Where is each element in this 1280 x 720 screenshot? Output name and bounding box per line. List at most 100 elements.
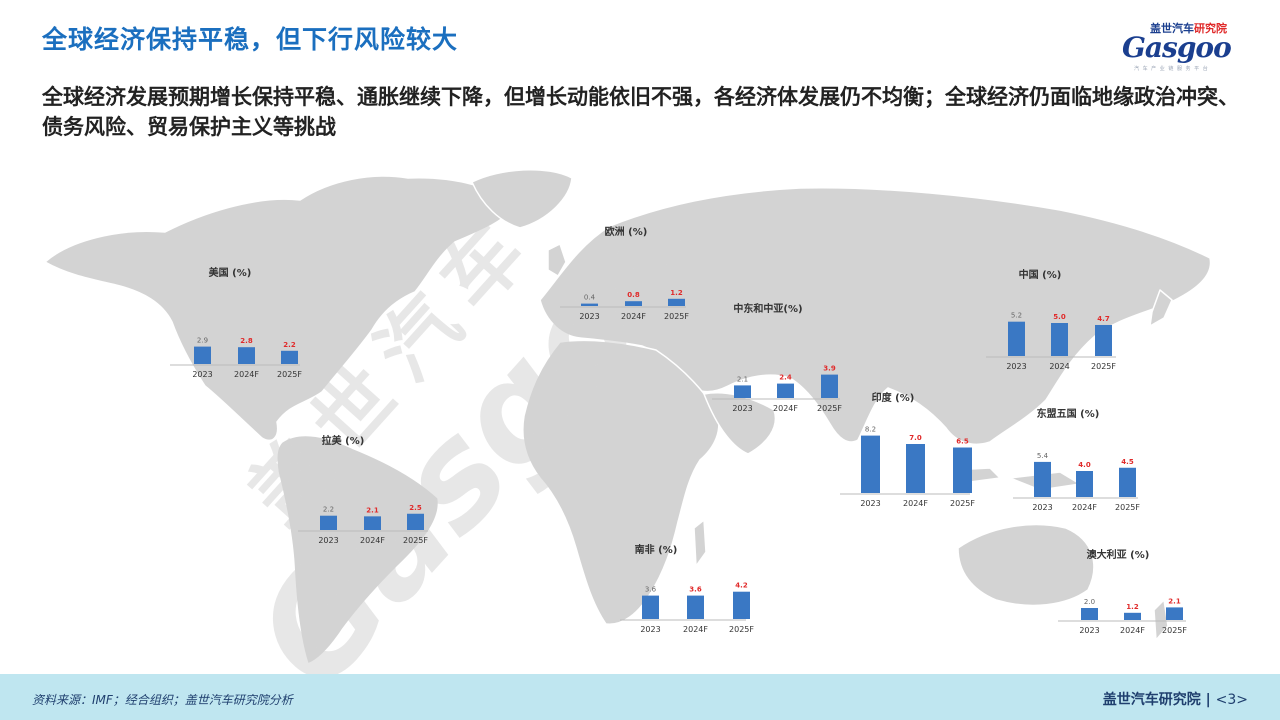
tick-label: 2024F (773, 404, 798, 413)
chart-title: 印度 (%) (872, 391, 915, 404)
data-label: 0.8 (627, 291, 640, 299)
data-label: 1.2 (670, 289, 683, 297)
chart-title: 中东和中亚(%) (733, 302, 802, 315)
bar (1051, 323, 1068, 356)
data-label: 2.1 (366, 506, 379, 514)
page-title: 全球经济保持平稳，但下行风险较大 (42, 25, 459, 54)
tick-label: 2023 (732, 404, 752, 413)
chart-title: 欧洲 (%) (605, 225, 648, 238)
data-label: 2.0 (1084, 598, 1095, 606)
new-zealand-landmass (1153, 599, 1169, 641)
world-map (44, 168, 1212, 665)
bar (821, 374, 838, 398)
bar (687, 595, 704, 619)
tick-label: 2025F (403, 536, 428, 545)
africa-landmass (522, 339, 720, 625)
tick-label: 2024F (903, 499, 928, 508)
bar (734, 385, 751, 398)
data-label: 3.6 (689, 586, 702, 594)
bar (364, 516, 381, 530)
bar (953, 447, 972, 493)
chart-title: 东盟五国 (%) (1037, 407, 1100, 420)
tick-label: 2025F (729, 625, 754, 634)
tick-label: 2023 (579, 312, 599, 321)
data-label: 4.2 (735, 582, 748, 590)
chart-title: 美国 (%) (209, 266, 252, 279)
bar (281, 350, 298, 364)
chart-title: 澳大利亚 (%) (1087, 548, 1150, 561)
tick-label: 2023 (1006, 362, 1026, 371)
uk-landmass (547, 243, 567, 277)
data-label: 2.2 (283, 341, 296, 349)
tick-label: 2023 (192, 370, 212, 379)
bar (238, 347, 255, 364)
madagascar-landmass (693, 519, 707, 567)
bar (1095, 324, 1112, 356)
logo-tagline: 汽 车 产 业 链 服 务 平 台 (1134, 66, 1209, 72)
bar (1166, 607, 1183, 620)
bar (625, 301, 642, 306)
bar (777, 383, 794, 398)
tick-label: 2024F (234, 370, 259, 379)
data-label: 1.2 (1126, 603, 1139, 611)
data-label: 6.5 (956, 438, 969, 446)
data-label: 4.7 (1097, 315, 1110, 323)
bar (668, 298, 685, 306)
bar (906, 444, 925, 493)
page-number: 盖世汽车研究院 | <3> (1102, 692, 1248, 708)
chart-title: 中国 (%) (1019, 268, 1062, 281)
source-note: 资料来源：IMF；经合组织；盖世汽车研究院分析 (32, 693, 293, 707)
south-america-landmass (276, 434, 440, 665)
logo-brand: Gasgoo (1122, 31, 1232, 64)
chart-title: 南非 (%) (635, 543, 678, 556)
gasgoo-logo: 盖世汽车研究院 Gasgoo 汽 车 产 业 链 服 务 平 台 (1110, 20, 1260, 72)
tick-label: 2024F (621, 312, 646, 321)
tick-label: 2023 (860, 499, 880, 508)
tick-label: 2025F (1091, 362, 1116, 371)
data-label: 2.9 (197, 337, 208, 345)
data-label: 2.4 (779, 374, 792, 382)
footer-bar: 资料来源：IMF；经合组织；盖世汽车研究院分析 盖世汽车研究院 | <3> (0, 674, 1280, 720)
tick-label: 2025F (1115, 503, 1140, 512)
bar (733, 591, 750, 619)
bar (1034, 461, 1051, 497)
tick-label: 2023 (318, 536, 338, 545)
bar (1119, 467, 1136, 497)
bar (1008, 321, 1025, 356)
tick-label: 2025F (664, 312, 689, 321)
data-label: 8.2 (865, 426, 876, 434)
tick-label: 2025F (817, 404, 842, 413)
bar (407, 513, 424, 530)
data-label: 2.1 (737, 375, 748, 383)
data-label: 2.8 (240, 337, 253, 345)
data-label: 5.4 (1037, 452, 1049, 460)
bar (320, 515, 337, 530)
bar (1124, 612, 1141, 620)
data-label: 3.6 (645, 586, 657, 594)
australia-landmass (957, 523, 1095, 607)
bar (642, 595, 659, 619)
page-subtitle: 全球经济发展预期增长保持平稳、通胀继续下降，但增长动能依旧不强，各经济体发展仍不… (42, 85, 1239, 139)
japan-landmass (1149, 289, 1173, 327)
data-label: 4.0 (1078, 461, 1091, 469)
tick-label: 2023 (640, 625, 660, 634)
data-label: 7.0 (909, 434, 922, 442)
data-label: 0.4 (584, 294, 596, 302)
tick-label: 2024F (1072, 503, 1097, 512)
tick-label: 2024F (683, 625, 708, 634)
tick-label: 2025F (277, 370, 302, 379)
greenland-landmass (471, 168, 573, 229)
logo-chinese-text: 盖世汽车研究院 (1150, 22, 1227, 35)
tick-label: 2024 (1049, 362, 1069, 371)
data-label: 4.5 (1121, 458, 1134, 466)
data-label: 5.0 (1053, 313, 1066, 321)
tick-label: 2023 (1079, 626, 1099, 635)
tick-label: 2023 (1032, 503, 1052, 512)
regional-growth-charts: 美国 (%) 2.9 2023 2.8 2024F 2.2 2025F 欧洲 (%) 0.4 20… (170, 225, 1187, 635)
eurasia-landmass (539, 187, 1212, 446)
data-label: 2.5 (409, 504, 422, 512)
bar (861, 435, 880, 493)
bar (581, 303, 598, 306)
bar (1076, 471, 1093, 497)
data-label: 2.2 (323, 506, 334, 514)
